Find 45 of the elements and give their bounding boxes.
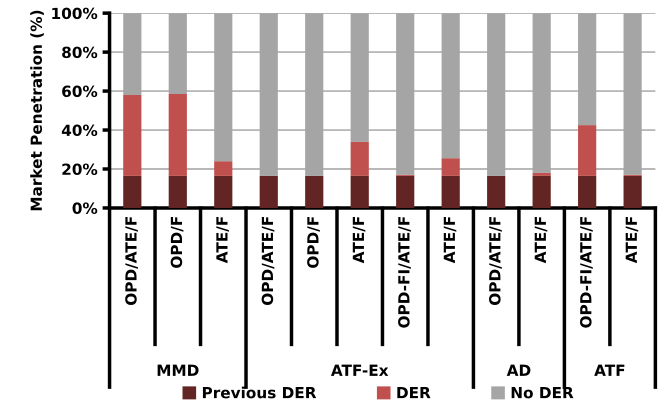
bar <box>578 176 596 208</box>
bar <box>624 176 642 208</box>
legend-label: DER <box>397 387 431 398</box>
x-tick-label: ATE/F <box>444 217 456 264</box>
legend-label: No DER <box>512 387 574 398</box>
y-tick-label: 60% <box>62 86 98 98</box>
x-tick-label: ATE/F <box>534 217 548 264</box>
bar <box>168 176 187 208</box>
text: MMD <box>158 364 199 376</box>
bar <box>350 176 369 208</box>
text: ATF <box>594 364 624 376</box>
y-axis-title: Market Penetration (%) <box>30 10 44 210</box>
x-tick-label: OPD/ATE/F <box>125 217 138 305</box>
x-tick-label: OPD-FI/ATE/F <box>580 217 593 328</box>
bar <box>442 158 460 176</box>
legend-label: Previous DER <box>202 386 316 398</box>
x-tick-label: ATE/F <box>352 217 366 264</box>
y-tick-label: 40% <box>62 124 98 136</box>
text: ATF-Ex <box>330 364 388 376</box>
x-tick-label: OPD/ATE/F <box>262 217 274 305</box>
bar <box>396 176 414 208</box>
text: AD <box>506 364 530 376</box>
y-tick-label: 20% <box>62 163 98 176</box>
bar <box>168 94 187 176</box>
x-tick-label: OPD-FI/ATE/F <box>398 217 411 328</box>
bar <box>260 176 278 208</box>
bar <box>123 176 142 208</box>
bar <box>214 176 232 208</box>
bar <box>532 176 551 208</box>
bar <box>350 142 369 176</box>
bar <box>123 94 142 176</box>
bar <box>442 176 460 208</box>
x-tick-label: OPD/F <box>307 217 320 268</box>
x-tick-label: OPD/ATE/F <box>489 217 502 305</box>
bar <box>487 176 506 208</box>
y-tick-label: 100% <box>52 8 98 20</box>
x-tick-label: ATE/F <box>626 217 638 264</box>
bar <box>305 176 324 208</box>
y-tick-label: 80% <box>62 46 98 58</box>
bar <box>578 125 596 176</box>
x-tick-label: ATE/F <box>216 217 229 264</box>
x-tick-label: OPD/F <box>170 217 184 268</box>
bar <box>214 161 232 176</box>
y-tick-label: 0% <box>72 202 98 214</box>
bar <box>532 172 551 176</box>
